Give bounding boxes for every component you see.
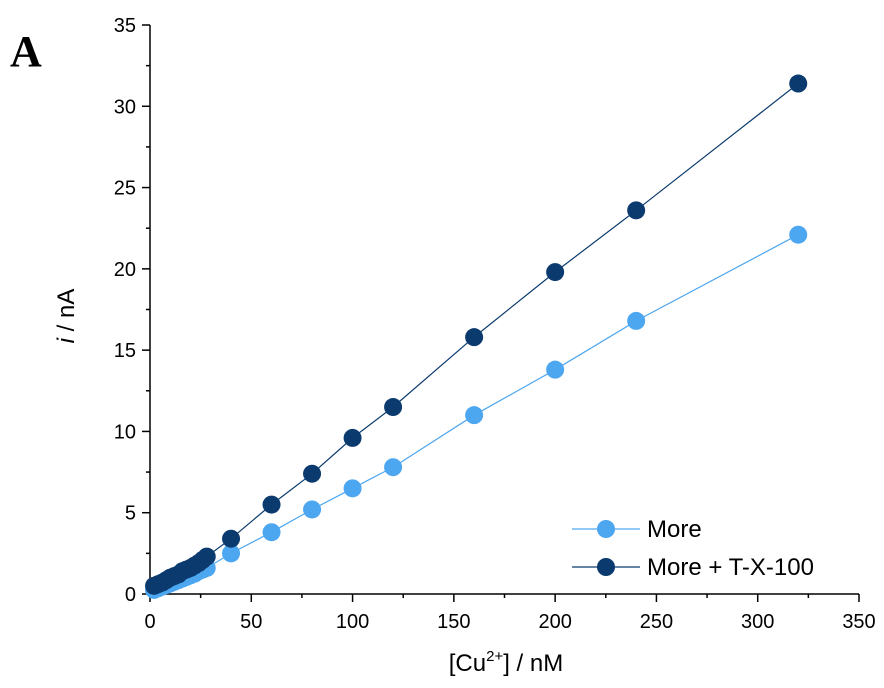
x-tick-label: 350: [842, 611, 875, 633]
x-tick-label: 300: [741, 611, 774, 633]
data-point: [262, 523, 281, 542]
data-point: [384, 458, 403, 477]
x-tick-label: 100: [336, 611, 369, 633]
legend-label: More + T-X-100: [647, 554, 814, 581]
x-axis-label: [Cu2+] / nM: [449, 648, 563, 677]
legend-marker: [597, 520, 615, 538]
data-point: [789, 74, 808, 93]
x-tick-label: 0: [144, 611, 155, 633]
y-tick-label: 20: [114, 259, 136, 281]
x-tick-label: 150: [437, 611, 470, 633]
series-layer: [145, 74, 808, 599]
data-point: [384, 398, 403, 417]
series-1: [145, 225, 808, 599]
y-tick-label: 15: [114, 340, 136, 362]
y-axis-label: i / nA: [53, 289, 80, 344]
legend-item: More: [572, 516, 702, 543]
data-point: [546, 263, 565, 282]
y-tick-label: 35: [114, 15, 136, 37]
axes: 0 50 100 150 200 250 300 350 0 5 10 15 20 25 30 35: [114, 15, 876, 633]
y-tick-label: 0: [125, 584, 136, 606]
x-tick-label: 50: [240, 611, 262, 633]
series-2: [145, 74, 808, 595]
legend: More More + T-X-100: [572, 516, 814, 581]
x-tick-label: 200: [538, 611, 571, 633]
data-point: [343, 479, 362, 498]
data-point: [303, 464, 322, 483]
data-point: [222, 544, 241, 563]
data-point: [627, 311, 646, 330]
x-tick-label: 250: [640, 611, 673, 633]
data-point: [546, 360, 565, 379]
data-point: [303, 500, 322, 519]
legend-item: More + T-X-100: [572, 554, 814, 581]
legend-marker: [597, 558, 615, 576]
y-tick-label: 30: [114, 96, 136, 118]
y-tick-label: 5: [125, 503, 136, 525]
data-point: [343, 428, 362, 447]
panel-label: A: [10, 27, 42, 76]
legend-label: More: [647, 516, 702, 543]
data-point: [262, 495, 281, 514]
data-point: [465, 328, 484, 347]
y-tick-label: 10: [114, 421, 136, 443]
data-point: [789, 225, 808, 244]
data-point: [222, 529, 241, 548]
y-tick-label: 25: [114, 178, 136, 200]
data-point: [627, 201, 646, 220]
data-point: [465, 406, 484, 425]
data-point: [197, 547, 216, 566]
